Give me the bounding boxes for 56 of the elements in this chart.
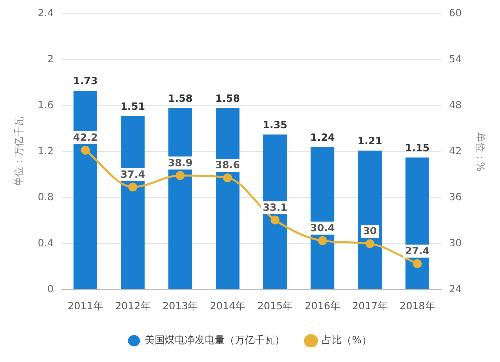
legend-label: 美国煤电净发电量（万亿千瓦） (145, 334, 286, 347)
x-tick-label: 2017年 (352, 300, 388, 313)
data-label: 1.35 (262, 120, 288, 132)
x-tick-label: 2018年 (400, 300, 436, 313)
x-tick-label: 2014年 (210, 300, 246, 313)
bar (168, 108, 192, 290)
x-tick-label: 2011年 (68, 300, 104, 313)
point (270, 216, 280, 225)
y-tick-label: 0.4 (38, 238, 54, 250)
x-tick-label: 2013年 (162, 300, 198, 313)
bar (358, 150, 382, 290)
point (81, 146, 90, 155)
y-tick-label: 0 (48, 284, 54, 296)
data-label: 42.2 (73, 133, 98, 144)
y2-tick-label: 30 (449, 238, 462, 250)
data-label: 38.9 (168, 158, 193, 170)
bar (74, 91, 98, 290)
point (128, 182, 138, 192)
y2-tick-label: 54 (449, 54, 462, 66)
data-label: 38.6 (216, 160, 240, 172)
y-axis-title: 单位：万亿千瓦 (14, 117, 26, 187)
data-label: 30.4 (310, 224, 336, 235)
point (366, 240, 375, 248)
x-tick-label: 2012年 (115, 300, 151, 313)
y2-tick-label: 42 (449, 146, 462, 158)
bar (263, 134, 288, 290)
y2-tick-label: 48 (449, 100, 462, 112)
y-tick-label: 1.2 (38, 146, 54, 158)
point (413, 259, 422, 268)
data-label: 1.73 (73, 76, 98, 88)
y2-tick-label: 24 (449, 284, 462, 296)
data-label: 37.4 (120, 170, 146, 181)
y-tick-label: 0.8 (38, 192, 54, 204)
data-label: 1.51 (120, 102, 146, 113)
y-tick-label: 2 (48, 54, 54, 66)
bar (121, 116, 145, 290)
data-label: 1.15 (405, 143, 430, 154)
data-label: 1.58 (168, 94, 193, 105)
y-tick-label: 2.4 (38, 8, 54, 20)
point (223, 174, 232, 183)
bar (216, 108, 240, 290)
point (318, 236, 328, 246)
x-tick-label: 2016年 (304, 300, 340, 313)
data-label: 1.21 (358, 136, 383, 148)
x-tick-label: 2015年 (258, 300, 294, 313)
y2-axis-title: 单位：% (474, 132, 486, 172)
point (176, 171, 185, 180)
data-label: 1.24 (310, 132, 336, 144)
legend-label: 占比（%） (322, 334, 372, 347)
data-label: 30 (363, 226, 378, 238)
data-label: 1.58 (216, 94, 240, 105)
y2-tick-label: 36 (449, 192, 462, 204)
y-tick-label: 1.6 (38, 100, 54, 112)
y2-tick-label: 60 (449, 8, 462, 20)
data-label: 27.4 (405, 246, 430, 258)
data-label: 33.1 (262, 202, 288, 214)
